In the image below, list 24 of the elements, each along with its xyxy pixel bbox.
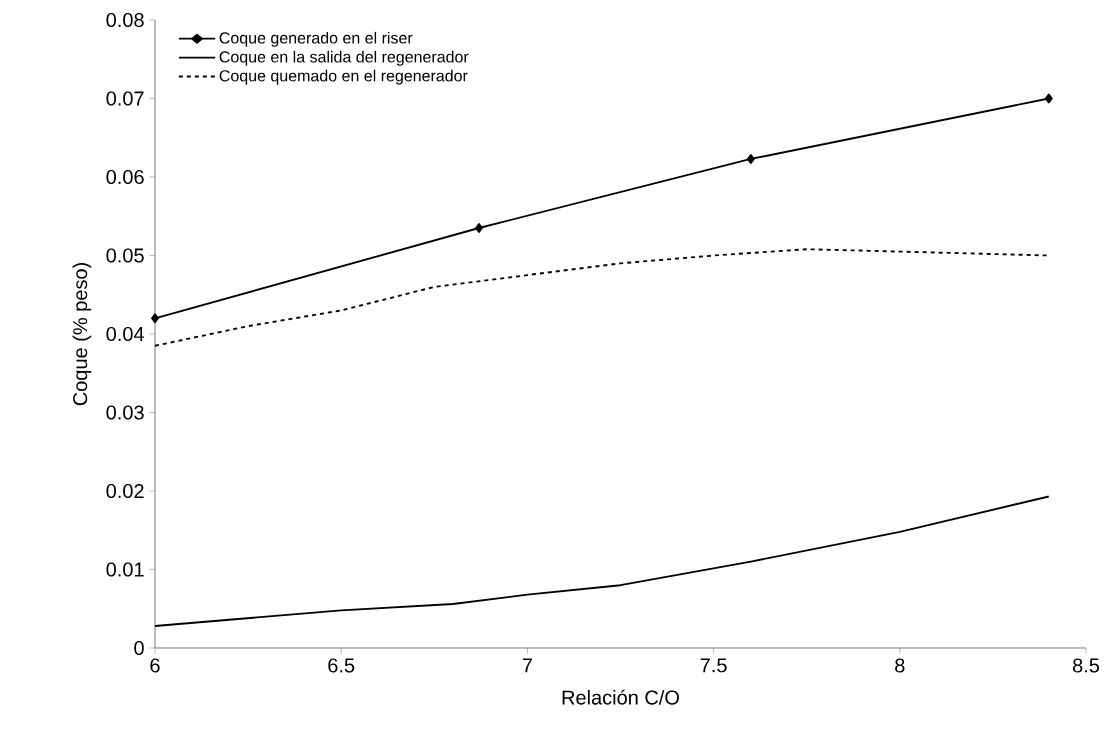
legend-label: Coque en la salida del regenerador: [219, 50, 469, 66]
point: [1044, 93, 1053, 104]
x-tick-label: 8: [895, 658, 905, 673]
point: [475, 223, 483, 233]
point: [746, 154, 755, 164]
y-tick-label: 0.05: [106, 248, 144, 263]
x-tick-label: 7: [522, 658, 532, 673]
x-tick-label: 6.5: [328, 658, 355, 673]
x-tick-label: 6: [150, 658, 160, 673]
y-tick-label: 0.03: [106, 405, 144, 420]
y-tick-label: 0.02: [106, 483, 144, 499]
y-tick-label: 0.01: [106, 562, 144, 577]
y-tick-label: 0.07: [106, 91, 144, 106]
y-tick-label: 0: [134, 640, 144, 656]
legend-label: Coque quemado en el regenerador: [219, 69, 468, 85]
legend-label: Coque generado en el riser: [219, 31, 413, 47]
x-tick-label: 8.5: [1072, 658, 1100, 673]
y-tick-label: 0.04: [106, 326, 145, 342]
x-tick-label: 7.5: [700, 658, 727, 673]
y-tick-label: 0.06: [106, 169, 144, 185]
y-axis-title: Coque (% peso): [72, 263, 92, 406]
y-tick-label: 0.08: [106, 12, 144, 28]
x-axis-title: Relación C/O: [562, 689, 679, 705]
point: [151, 313, 159, 324]
